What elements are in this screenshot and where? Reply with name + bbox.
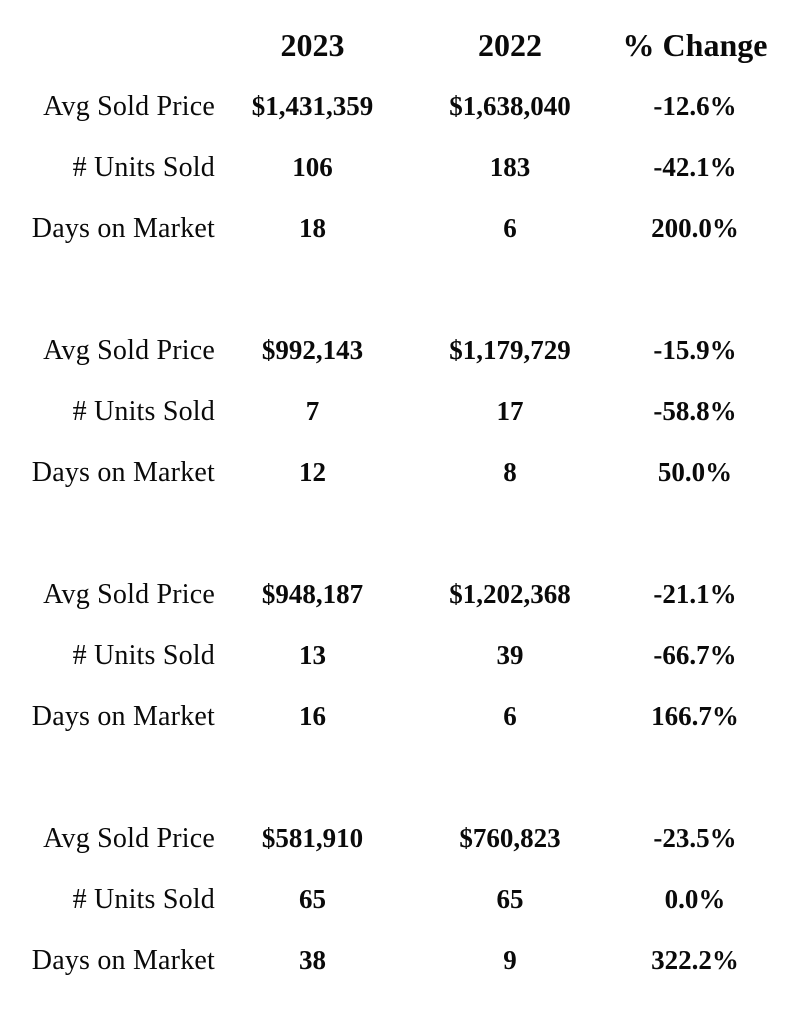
pct-change-value: 322.2%: [651, 945, 739, 975]
value-2022: 39: [496, 640, 524, 670]
table-row: # Units Sold 106 183 -42.1%: [0, 137, 812, 198]
value-2022: 6: [503, 701, 517, 731]
value-2022: 17: [496, 396, 524, 426]
metric-label: # Units Sold: [72, 639, 215, 671]
value-2023: 12: [299, 457, 326, 487]
table-row: Avg Sold Price $992,143 $1,179,729 -15.9…: [0, 320, 812, 381]
metric-label: Avg Sold Price: [43, 334, 215, 366]
pct-change-value: -66.7%: [653, 640, 737, 670]
pct-change-value: 166.7%: [651, 701, 739, 731]
value-2023: 16: [299, 701, 326, 731]
table-row: Days on Market 12 8 50.0%: [0, 442, 812, 503]
metric-label: # Units Sold: [72, 883, 215, 915]
pct-change-value: 0.0%: [664, 884, 726, 914]
value-2023: $581,910: [261, 823, 364, 853]
value-2023: 18: [299, 213, 326, 243]
pct-change-value: -15.9%: [653, 335, 737, 365]
metric-label: Days on Market: [31, 456, 215, 488]
stats-section-2: Avg Sold Price $992,143 $1,179,729 -15.9…: [0, 320, 812, 503]
value-2022: $760,823: [459, 823, 561, 853]
pct-change-value: -12.6%: [653, 91, 737, 121]
value-2022: 183: [489, 152, 531, 182]
value-2022: $1,202,368: [449, 579, 571, 609]
metric-label: Days on Market: [31, 944, 215, 976]
value-2023: 7: [305, 396, 320, 426]
column-header-pct-change: % Change: [622, 26, 768, 63]
pct-change-value: -23.5%: [653, 823, 737, 853]
pct-change-value: -21.1%: [653, 579, 737, 609]
stats-section-4: Avg Sold Price $581,910 $760,823 -23.5% …: [0, 808, 812, 991]
table-row: Days on Market 18 6 200.0%: [0, 198, 812, 259]
pct-change-value: -58.8%: [653, 396, 737, 426]
table-row: Avg Sold Price $1,431,359 $1,638,040 -12…: [0, 76, 812, 137]
value-2023: 106: [292, 152, 333, 182]
metric-label: Avg Sold Price: [43, 822, 215, 854]
table-row: Days on Market 38 9 322.2%: [0, 930, 812, 991]
table-header-row: 2023 2022 % Change: [0, 14, 812, 76]
metric-label: Days on Market: [31, 700, 215, 732]
value-2022: $1,638,040: [449, 91, 571, 121]
table-row: # Units Sold 65 65 0.0%: [0, 869, 812, 930]
value-2023: $1,431,359: [251, 91, 374, 121]
stats-section-1: Avg Sold Price $1,431,359 $1,638,040 -12…: [0, 76, 812, 259]
value-2022: $1,179,729: [449, 335, 571, 365]
column-header-2022: 2022: [478, 26, 542, 63]
stats-section-3: Avg Sold Price $948,187 $1,202,368 -21.1…: [0, 564, 812, 747]
value-2023: $992,143: [261, 335, 364, 365]
table-row: Avg Sold Price $948,187 $1,202,368 -21.1…: [0, 564, 812, 625]
metric-label: Avg Sold Price: [43, 578, 215, 610]
table-row: Avg Sold Price $581,910 $760,823 -23.5%: [0, 808, 812, 869]
metric-label: # Units Sold: [72, 395, 215, 427]
column-header-2023: 2023: [280, 26, 345, 63]
value-2023: $948,187: [261, 579, 364, 609]
metric-label: Avg Sold Price: [43, 90, 215, 122]
metric-label: # Units Sold: [72, 151, 215, 183]
metric-label: Days on Market: [31, 212, 215, 244]
value-2023: 38: [299, 945, 326, 975]
value-2022: 6: [503, 213, 517, 243]
table-row: # Units Sold 7 17 -58.8%: [0, 381, 812, 442]
pct-change-value: -42.1%: [653, 152, 737, 182]
value-2023: 65: [299, 884, 326, 914]
pct-change-value: 200.0%: [651, 213, 739, 243]
table-row: # Units Sold 13 39 -66.7%: [0, 625, 812, 686]
pct-change-value: 50.0%: [657, 457, 733, 487]
table-row: Days on Market 16 6 166.7%: [0, 686, 812, 747]
value-2022: 65: [496, 884, 524, 914]
value-2022: 8: [503, 457, 517, 487]
value-2022: 9: [503, 945, 517, 975]
value-2023: 13: [299, 640, 326, 670]
